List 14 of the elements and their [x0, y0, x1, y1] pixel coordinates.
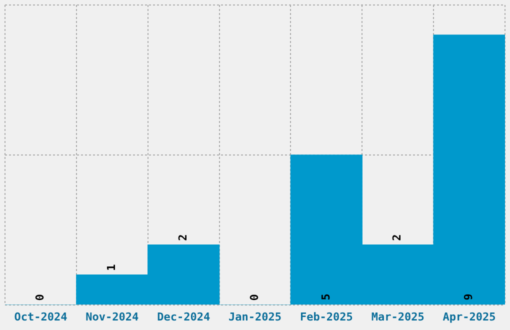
- data-label: 1: [105, 264, 118, 271]
- data-label: 5: [319, 294, 332, 300]
- data-label: 9: [462, 294, 476, 300]
- x-tick-label: Feb-2025: [300, 310, 353, 324]
- x-tick-label: Apr-2025: [442, 310, 496, 324]
- x-tick-label: Mar-2025: [371, 310, 424, 324]
- data-label: 0: [248, 294, 261, 301]
- data-label: 0: [34, 294, 47, 301]
- x-tick-label: Jan-2025: [228, 310, 282, 324]
- x-tick-label: Oct-2024: [14, 310, 68, 324]
- data-label: 2: [176, 234, 190, 241]
- x-tick-label: Nov-2024: [86, 310, 140, 324]
- x-tick-label: Dec-2024: [157, 310, 210, 324]
- data-label: 2: [390, 234, 404, 241]
